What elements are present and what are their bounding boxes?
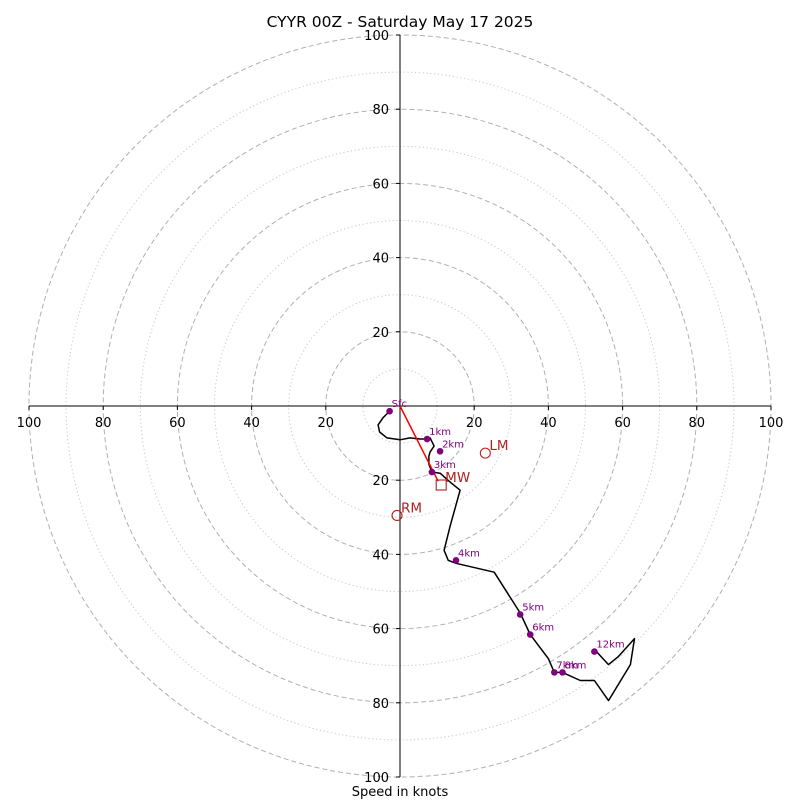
- x-tick-label: 80: [689, 416, 706, 431]
- storm-motion-LM-marker: [479, 447, 491, 459]
- x-tick-label: 40: [243, 416, 260, 431]
- storm-motion-LM-label: LM: [489, 438, 508, 454]
- storm-motion-MW-marker: [435, 479, 447, 491]
- height-marker-Sfc: [386, 407, 393, 415]
- storm-motion-RM-label: RM: [401, 500, 422, 516]
- y-tick-label: 20: [372, 326, 389, 341]
- y-tick-label: 60: [372, 177, 389, 192]
- height-label-3km: 3km: [434, 460, 456, 471]
- y-tick-label: 100: [364, 771, 389, 786]
- height-marker-2km: [436, 447, 444, 455]
- storm-motions: LM RM MW: [391, 438, 509, 521]
- tick-labels: 100 80 60 40 20 20 40 60 80 100 100 80 60 40 20 20 40 60 8…: [17, 29, 784, 786]
- height-label-7km: 7km: [556, 660, 578, 671]
- height-label-2km: 2km: [442, 439, 464, 450]
- height-marker-1km: [423, 435, 431, 443]
- height-label-6km: 6km: [532, 623, 554, 634]
- y-tick-label: 80: [372, 103, 389, 118]
- y-tick-label: 60: [372, 623, 389, 638]
- height-label-12km: 12km: [596, 640, 624, 651]
- y-tick-label: 80: [372, 697, 389, 712]
- height-marker-8km: [559, 669, 566, 676]
- x-axis-label: Speed in knots: [352, 785, 449, 800]
- x-tick-label: 60: [614, 416, 631, 431]
- x-tick-label: 20: [318, 416, 335, 431]
- x-tick-label: 60: [169, 416, 186, 431]
- height-marker-12km: [591, 648, 598, 655]
- y-tick-label: 40: [372, 252, 389, 267]
- height-label-1km: 1km: [429, 427, 451, 438]
- height-label-4km: 4km: [458, 548, 480, 559]
- storm-motion-RM-marker: [391, 509, 403, 521]
- height-label-8km: 8km: [564, 660, 586, 671]
- height-marker-7km: [551, 669, 558, 676]
- y-tick-label: 100: [364, 29, 389, 44]
- height-marker-5km: [516, 611, 524, 618]
- x-tick-label: 40: [540, 416, 557, 431]
- x-tick-label: 80: [95, 416, 112, 431]
- height-marker-6km: [526, 631, 534, 638]
- storm-motion-MW-label: MW: [445, 470, 470, 486]
- height-label-Sfc: Sfc: [392, 399, 407, 410]
- y-tick-label: 40: [372, 548, 389, 563]
- hodograph-line: [377, 410, 636, 702]
- height-marker-4km: [452, 557, 460, 564]
- x-tick-label: 20: [466, 416, 483, 431]
- height-marker-3km: [428, 468, 436, 476]
- x-tick-label: 100: [759, 416, 784, 431]
- x-tick-label: 100: [17, 416, 42, 431]
- height-label-5km: 5km: [522, 603, 544, 614]
- y-tick-label: 20: [372, 474, 389, 489]
- chart-title: CYYR 00Z - Saturday May 17 2025: [267, 13, 534, 31]
